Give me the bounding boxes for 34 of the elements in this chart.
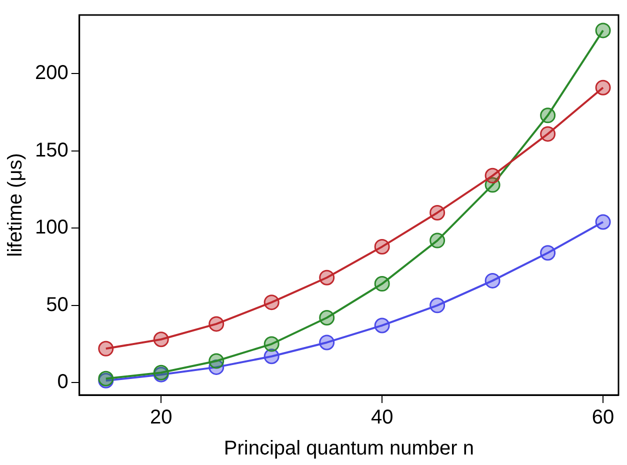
- x-tick-label: 20: [150, 406, 172, 429]
- point: [374, 238, 390, 254]
- point: [264, 348, 280, 364]
- point: [264, 336, 280, 352]
- point: [374, 318, 390, 334]
- y-tick-label: 0: [57, 371, 68, 394]
- y-tick-label: 200: [34, 62, 68, 84]
- point: [153, 332, 169, 348]
- y-axis-title: lifetime (μs): [4, 153, 27, 257]
- point: [430, 298, 446, 314]
- point: [595, 214, 611, 230]
- point: [540, 245, 556, 261]
- point: [595, 80, 611, 96]
- y-tick-label: 100: [34, 216, 68, 239]
- point: [319, 310, 335, 326]
- point: [484, 168, 500, 184]
- point: [319, 334, 335, 350]
- point: [595, 22, 611, 38]
- y-tick-label: 150: [34, 139, 68, 162]
- point: [430, 232, 446, 248]
- point: [319, 270, 335, 286]
- point: [98, 340, 114, 356]
- point: [430, 204, 446, 220]
- point: [484, 272, 500, 288]
- point: [540, 126, 556, 142]
- point: [540, 108, 556, 124]
- point: [208, 316, 224, 332]
- point: [208, 353, 224, 369]
- x-tick-label: 40: [370, 406, 394, 429]
- x-tick-label: 60: [592, 406, 614, 429]
- y-tick-label: 50: [46, 294, 68, 316]
- point: [264, 294, 280, 310]
- point: [374, 276, 390, 292]
- x-axis-title: Principal quantum number n: [224, 438, 474, 460]
